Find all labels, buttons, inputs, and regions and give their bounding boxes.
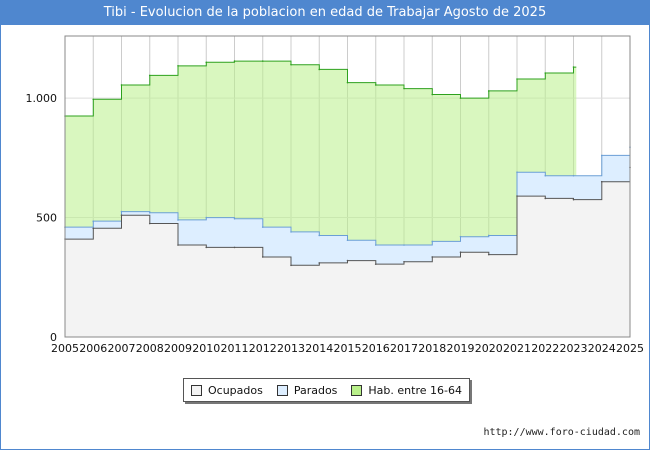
data-point-parados	[431, 240, 434, 243]
data-point-ocupados	[487, 253, 490, 256]
legend-label-ocupados: Ocupados	[207, 383, 263, 397]
series-line-parados	[65, 147, 631, 246]
data-point-parados	[572, 174, 575, 177]
legend-swatch-parados	[276, 384, 288, 396]
data-point-ocupados	[600, 180, 603, 183]
data-point-parados	[290, 231, 292, 233]
y-tick-label: 1.000	[26, 92, 58, 105]
x-tick-label: 2009	[164, 342, 192, 355]
data-point-hab-entre-16-64	[205, 61, 208, 64]
x-tick-label: 2006	[79, 342, 107, 355]
data-point-hab-entre-16-64	[120, 84, 123, 86]
x-tick-label: 2007	[108, 342, 136, 355]
data-point-parados	[600, 154, 603, 157]
legend: Ocupados Parados Hab. entre 16-64	[183, 378, 470, 402]
legend-item-parados: Parados	[276, 383, 338, 397]
x-tick-label: 2021	[503, 342, 531, 355]
data-point-hab-entre-16-64	[403, 87, 405, 90]
legend-item-ocupados: Ocupados	[190, 383, 263, 397]
series-area-ocupados	[65, 167, 630, 337]
x-tick-label: 2019	[447, 342, 475, 355]
data-point-hab-entre-16-64	[487, 90, 490, 92]
x-tick-label: 2024	[588, 342, 616, 355]
data-point-ocupados	[459, 251, 462, 253]
data-point-ocupados	[516, 195, 518, 197]
data-point-hab-entre-16-64	[177, 65, 179, 67]
data-point-hab-entre-16-64	[148, 74, 151, 77]
legend-swatch-habitantes	[351, 384, 363, 396]
source-url[interactable]: http://www.foro-ciudad.com	[483, 427, 640, 438]
data-point-ocupados	[431, 256, 434, 258]
data-point-ocupados	[92, 227, 95, 230]
data-point-parados	[544, 174, 547, 177]
x-tick-label: 2017	[390, 342, 418, 355]
data-point-hab-entre-16-64	[459, 97, 462, 99]
data-point-hab-entre-16-64	[516, 78, 518, 80]
x-tick-label: 2023	[560, 342, 588, 355]
data-point-ocupados	[318, 262, 321, 264]
x-tick-label: 2013	[277, 342, 305, 355]
data-point-parados	[177, 219, 179, 221]
data-point-ocupados	[120, 214, 123, 216]
data-point-parados	[374, 244, 377, 246]
data-point-hab-entre-16-64	[290, 63, 292, 66]
data-point-ocupados	[205, 246, 208, 249]
y-tick-label: 0	[50, 331, 57, 344]
plot-border	[64, 35, 631, 338]
data-point-ocupados	[233, 246, 236, 249]
data-point-parados	[403, 244, 405, 246]
x-tick-label: 2010	[192, 342, 220, 355]
x-tick-label: 2025	[616, 342, 644, 355]
data-point-hab-entre-16-64	[261, 60, 264, 62]
data-point-ocupados	[544, 197, 547, 200]
x-tick-label: 2008	[136, 342, 164, 355]
data-point-parados	[487, 234, 490, 237]
data-point-parados	[516, 171, 518, 173]
data-point-ocupados	[572, 198, 575, 201]
data-point-parados	[148, 211, 151, 214]
x-tick-label: 2018	[418, 342, 446, 355]
legend-item-habitantes: Hab. entre 16-64	[351, 384, 462, 397]
data-point-hab-entre-16-64	[92, 98, 95, 101]
data-point-hab-entre-16-64	[346, 81, 349, 84]
data-point-ocupados	[346, 259, 349, 262]
data-point-parados	[205, 216, 208, 219]
x-tick-label: 2011	[221, 342, 249, 355]
data-point-hab-entre-16-64	[572, 66, 575, 68]
x-tick-label: 2022	[531, 342, 559, 355]
data-point-hab-entre-16-64	[233, 60, 236, 62]
data-point-hab-entre-16-64	[374, 84, 377, 86]
data-point-ocupados	[403, 260, 405, 263]
data-point-parados	[261, 226, 264, 228]
legend-label-habitantes: Hab. entre 16-64	[368, 383, 462, 397]
x-tick-label: 2012	[249, 342, 277, 355]
data-point-parados	[92, 220, 95, 222]
x-tick-label: 2015	[334, 342, 362, 355]
y-tick-label: 500	[36, 212, 57, 225]
data-point-hab-entre-16-64	[431, 93, 434, 96]
data-point-parados	[120, 210, 123, 213]
chart-title: Tibi - Evolucion de la poblacion en edad…	[0, 0, 650, 24]
legend-label-parados: Parados	[293, 383, 338, 397]
data-point-parados	[318, 234, 321, 237]
data-point-parados	[459, 235, 462, 238]
data-point-ocupados	[177, 244, 179, 246]
data-point-hab-entre-16-64	[318, 68, 321, 71]
x-tick-label: 2020	[475, 342, 503, 355]
data-point-parados	[346, 239, 349, 242]
data-point-ocupados	[261, 256, 264, 258]
x-tick-label: 2016	[362, 342, 390, 355]
data-point-parados	[233, 217, 236, 220]
x-tick-label: 2014	[305, 342, 333, 355]
data-point-ocupados	[148, 222, 151, 225]
legend-swatch-ocupados	[190, 384, 202, 396]
data-point-ocupados	[374, 263, 377, 265]
data-point-hab-entre-16-64	[544, 72, 547, 74]
data-point-ocupados	[290, 264, 292, 267]
series-line-ocupados	[65, 167, 631, 266]
x-tick-label: 2005	[51, 342, 79, 355]
